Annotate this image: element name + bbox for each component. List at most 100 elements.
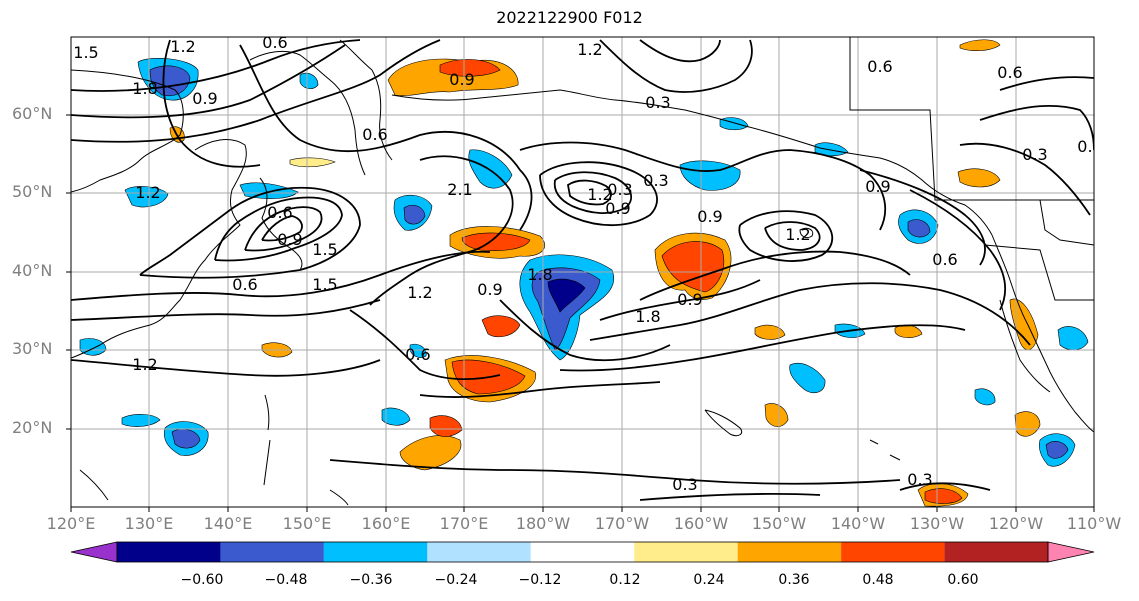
shaded-patch-edge — [764, 403, 789, 427]
contour-line — [369, 155, 514, 306]
colorbar — [70, 541, 1095, 563]
shaded-patch — [462, 232, 530, 251]
shaded-patch-edge — [399, 435, 462, 471]
contour-label: 0.9 — [605, 199, 630, 218]
contour-label: 0.6 — [362, 125, 387, 144]
shaded-patch-edge — [468, 149, 513, 189]
lon-ticks — [70, 507, 1095, 512]
graticule — [71, 37, 1094, 507]
contour-line — [329, 459, 901, 485]
contour-line — [589, 282, 1031, 346]
contour-label: 1.5 — [312, 275, 337, 294]
shaded-patch-edge — [439, 59, 501, 77]
colorbar-tick-label: −0.60 — [180, 572, 224, 588]
shaded-patch — [300, 73, 318, 89]
contour-line — [639, 250, 911, 301]
coastline-segment — [984, 244, 1094, 301]
contour-label: 0.3 — [643, 171, 668, 190]
coastline-segment — [329, 489, 349, 506]
colorbar-tick-label: −0.36 — [349, 572, 393, 588]
contour-label: 0.9 — [192, 89, 217, 108]
shaded-patch-edge — [451, 359, 526, 395]
coastline-segment — [391, 89, 993, 236]
contour-line — [71, 299, 381, 321]
shaded-patch-edge — [789, 362, 826, 393]
shaded-patch-edge — [974, 388, 996, 406]
coastlines — [71, 37, 1094, 506]
contour-label: 1.8 — [132, 79, 157, 98]
shaded-patch-edge — [169, 126, 185, 143]
contour-line — [764, 221, 821, 251]
colorbar-tick-label: −0.12 — [518, 572, 562, 588]
shaded-patch — [122, 414, 160, 427]
colorbar-tick-label: 0.24 — [693, 572, 725, 588]
shaded-patch-edge — [1038, 433, 1076, 467]
colorbar-bin — [841, 542, 945, 562]
contour-label: 0.9 — [277, 230, 302, 249]
colorbar-bin — [117, 542, 221, 562]
contour-line — [244, 206, 323, 252]
contour-line — [519, 141, 887, 231]
lon-label: 110°W — [1066, 514, 1122, 533]
shaded-patch-edge — [149, 65, 191, 97]
shaded-patch — [958, 168, 1000, 187]
contour-label: 1.5 — [73, 43, 98, 62]
contour-label: 2.1 — [447, 180, 472, 199]
contour-label: 1.8 — [527, 265, 552, 284]
contour-label: 0.6 — [867, 57, 892, 76]
lon-label: 130°E — [124, 514, 174, 533]
lon-label: 120°E — [46, 514, 96, 533]
shaded-patch — [895, 325, 922, 338]
colorbar-extend-high — [1047, 541, 1095, 563]
shaded-patch — [382, 408, 410, 426]
lat-ticks — [66, 114, 71, 430]
contour-label: 0.6 — [405, 345, 430, 364]
coastline-segment — [704, 409, 743, 437]
shaded-patch-edge — [1045, 441, 1069, 459]
contour-line — [553, 171, 633, 214]
contour-labels: 1.5 1.2 0.6 1.20.90.30.6 0.61.80.91.20.60.91… — [73, 33, 1094, 494]
shaded-patch-edge — [679, 160, 741, 191]
contour-line — [559, 324, 966, 372]
shaded-patch — [755, 325, 785, 340]
colorbar-bin — [220, 542, 324, 562]
contour-label: 0.9 — [697, 207, 722, 226]
lon-label: 180°W — [515, 514, 571, 533]
contour-label: 0.6 — [232, 275, 257, 294]
coastline-segment — [71, 139, 247, 359]
colorbar-tick-label: 0.12 — [609, 572, 641, 588]
contour-line — [71, 359, 381, 377]
lon-label: 140°E — [203, 514, 253, 533]
lon-label: 120°W — [988, 514, 1044, 533]
shaded-patch — [290, 157, 335, 167]
contour-label: 1.2 — [135, 183, 160, 202]
shaded-patch-edge — [409, 343, 427, 358]
shaded-patch-edge — [124, 186, 169, 208]
coastline-segment — [799, 227, 814, 239]
contour-line — [909, 189, 1007, 311]
contour-label: 1.5 — [312, 240, 337, 259]
shaded-patch-edge — [299, 72, 319, 90]
lat-label: 30°N — [12, 339, 53, 358]
shaded-patch-edge — [834, 323, 866, 338]
contour-label: 0.9 — [677, 290, 702, 309]
contour-label: 1.2 — [132, 355, 157, 374]
shaded-patch — [1015, 411, 1040, 437]
coastline-segment — [263, 394, 271, 486]
colorbar-bin — [944, 542, 1048, 562]
lon-label: 150°W — [751, 514, 807, 533]
colorbar-bin — [634, 542, 738, 562]
shaded-patch-edge — [429, 415, 463, 437]
contour-label: 0.3 — [645, 93, 670, 112]
coastline-segment — [71, 69, 184, 193]
shaded-patch-edge — [461, 232, 531, 251]
map-title: 2022122900 F012 — [496, 8, 643, 27]
lon-label: 150°E — [282, 514, 332, 533]
shaded-patch-edge — [957, 168, 1001, 188]
shaded-patch — [1046, 441, 1068, 459]
colorbar-bin — [737, 542, 842, 562]
shaded-patch-edge — [898, 209, 939, 244]
coastline-segment — [79, 469, 109, 501]
shaded-patch-edge — [907, 219, 931, 238]
contour-label: 0.6 — [262, 33, 287, 52]
